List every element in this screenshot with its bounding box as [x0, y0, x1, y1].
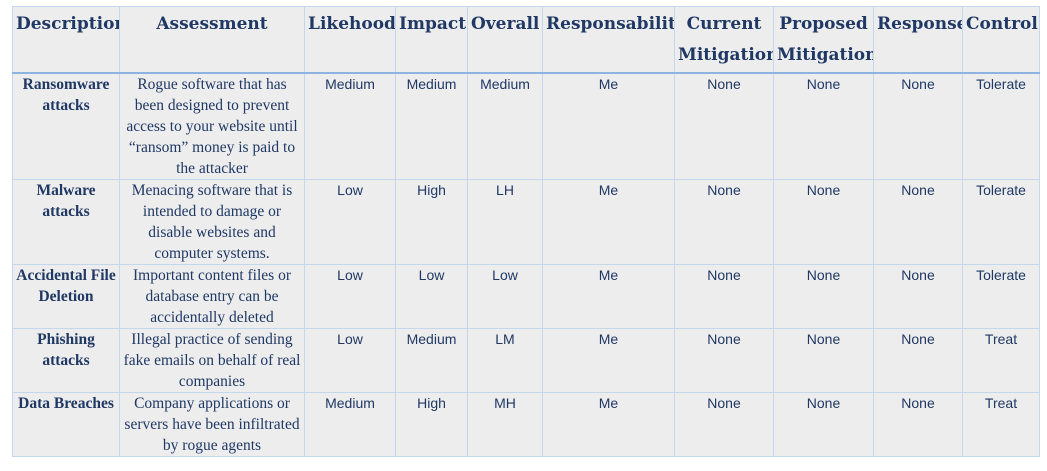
control-cell: Treat [962, 392, 1040, 457]
control-cell: Tolerate [962, 72, 1040, 180]
header-responsibility: Responsability [542, 6, 675, 74]
current-mitigation-cell: None [674, 264, 774, 329]
current-mitigation-cell: None [674, 179, 774, 265]
description-cell: Data Breaches [12, 392, 120, 457]
header-assessment: Assessment [119, 6, 305, 74]
header-description: Description [12, 6, 120, 74]
likelihood-cell: Medium [304, 72, 396, 180]
assessment-cell: Rogue software that has been designed to… [119, 72, 305, 180]
likelihood-cell: Low [304, 328, 396, 393]
table-row: Malware attacks Menacing software that i… [12, 179, 1040, 265]
proposed-mitigation-cell: None [773, 72, 874, 180]
table-row: Data Breaches Company applications or se… [12, 392, 1040, 457]
impact-cell: High [395, 179, 468, 265]
description-cell: Phishing attacks [12, 328, 120, 393]
header-proposed-mitigation: Proposed Mitigation [773, 6, 874, 74]
table-row: Ransomware attacks Rogue software that h… [12, 72, 1040, 180]
header-row: Description Assessment Likehood Impact O… [12, 6, 1040, 74]
overall-cell: MH [467, 392, 543, 457]
assessment-cell: Important content files or database entr… [119, 264, 305, 329]
control-cell: Treat [962, 328, 1040, 393]
response-cell: None [873, 264, 963, 329]
overall-cell: LM [467, 328, 543, 393]
assessment-cell: Menacing software that is intended to da… [119, 179, 305, 265]
impact-cell: High [395, 392, 468, 457]
overall-cell: Medium [467, 72, 543, 180]
response-cell: None [873, 328, 963, 393]
response-cell: None [873, 392, 963, 457]
response-cell: None [873, 72, 963, 180]
overall-cell: LH [467, 179, 543, 265]
current-mitigation-cell: None [674, 72, 774, 180]
responsibility-cell: Me [542, 264, 675, 329]
control-cell: Tolerate [962, 264, 1040, 329]
proposed-mitigation-cell: None [773, 264, 874, 329]
risk-assessment-table: Description Assessment Likehood Impact O… [12, 6, 1040, 457]
current-mitigation-cell: None [674, 392, 774, 457]
current-mitigation-cell: None [674, 328, 774, 393]
header-likelihood: Likehood [304, 6, 396, 74]
header-overall: Overall [467, 6, 543, 74]
responsibility-cell: Me [542, 179, 675, 265]
table-row: Accidental File Deletion Important conte… [12, 264, 1040, 329]
responsibility-cell: Me [542, 72, 675, 180]
responsibility-cell: Me [542, 328, 675, 393]
proposed-mitigation-cell: None [773, 179, 874, 265]
description-cell: Malware attacks [12, 179, 120, 265]
impact-cell: Low [395, 264, 468, 329]
likelihood-cell: Medium [304, 392, 396, 457]
description-cell: Ransomware attacks [12, 72, 120, 180]
assessment-cell: Company applications or servers have bee… [119, 392, 305, 457]
proposed-mitigation-cell: None [773, 328, 874, 393]
likelihood-cell: Low [304, 264, 396, 329]
header-control: Control [962, 6, 1040, 74]
impact-cell: Medium [395, 328, 468, 393]
overall-cell: Low [467, 264, 543, 329]
control-cell: Tolerate [962, 179, 1040, 265]
impact-cell: Medium [395, 72, 468, 180]
likelihood-cell: Low [304, 179, 396, 265]
response-cell: None [873, 179, 963, 265]
header-response: Response [873, 6, 963, 74]
proposed-mitigation-cell: None [773, 392, 874, 457]
header-impact: Impact [395, 6, 468, 74]
responsibility-cell: Me [542, 392, 675, 457]
assessment-cell: Illegal practice of sending fake emails … [119, 328, 305, 393]
table-row: Phishing attacks Illegal practice of sen… [12, 328, 1040, 393]
description-cell: Accidental File Deletion [12, 264, 120, 329]
header-current-mitigation: Current Mitigation [674, 6, 774, 74]
